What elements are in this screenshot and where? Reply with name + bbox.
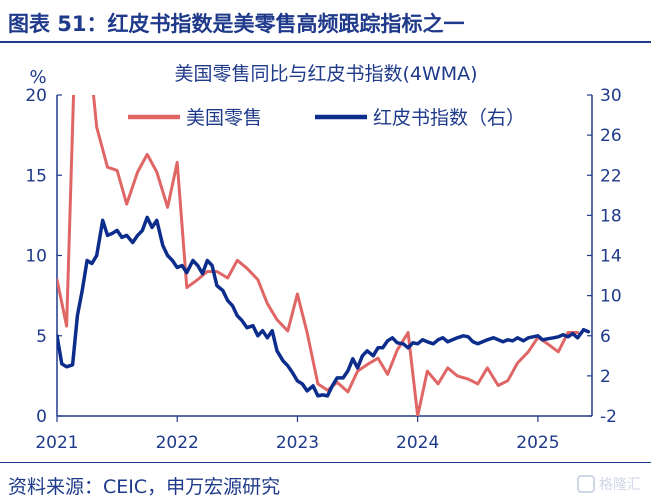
right-tick-label: 6	[600, 327, 611, 347]
left-tick-label: 0	[36, 407, 47, 427]
x-tick-label: 2024	[396, 433, 439, 453]
watermark: 格隆汇	[577, 474, 641, 494]
title-underline	[0, 41, 651, 43]
left-axis-unit: %	[29, 67, 46, 88]
figure-title: 图表 51：红皮书指数是美零售高频跟踪指标之一	[8, 12, 465, 36]
x-tick-label: 2023	[276, 433, 319, 453]
legend-label-retail: 美国零售	[186, 107, 262, 129]
figure-header: 图表 51：红皮书指数是美零售高频跟踪指标之一	[0, 0, 651, 44]
chart-title: 美国零售同比与红皮书指数(4WMA)	[174, 63, 477, 85]
right-tick-label: 26	[600, 126, 622, 146]
chart-area: 0 5 10 15 20 -2 2 6 10 14 18 22 26 30 2021 2022 2023 2024…	[0, 50, 651, 460]
watermark-text: 格隆汇	[599, 477, 641, 493]
legend-label-redbook: 红皮书指数（右）	[373, 107, 525, 129]
left-tick-label: 20	[25, 86, 47, 106]
series-line-retail	[57, 95, 580, 416]
left-tick-label: 5	[36, 327, 47, 347]
footer-rule	[0, 462, 651, 463]
series-line-redbook	[57, 215, 591, 398]
right-tick-label: -2	[600, 407, 617, 427]
legend: 美国零售 红皮书指数（右）	[128, 107, 525, 129]
x-tick-label: 2021	[35, 433, 78, 453]
source-note: 资料来源：CEIC，申万宏源研究	[8, 476, 281, 498]
right-tick-label: 14	[600, 247, 622, 267]
right-tick-label: 10	[600, 287, 622, 307]
right-tick-label: 18	[600, 206, 622, 226]
series-layer	[57, 95, 591, 416]
left-tick-label: 10	[25, 247, 47, 267]
x-tick-label: 2022	[156, 433, 199, 453]
watermark-logo-icon	[577, 475, 595, 493]
right-tick-label: 30	[600, 86, 622, 106]
right-tick-label: 2	[600, 367, 611, 387]
left-tick-label: 15	[25, 166, 47, 186]
right-tick-label: 22	[600, 166, 622, 186]
x-tick-label: 2025	[516, 433, 559, 453]
